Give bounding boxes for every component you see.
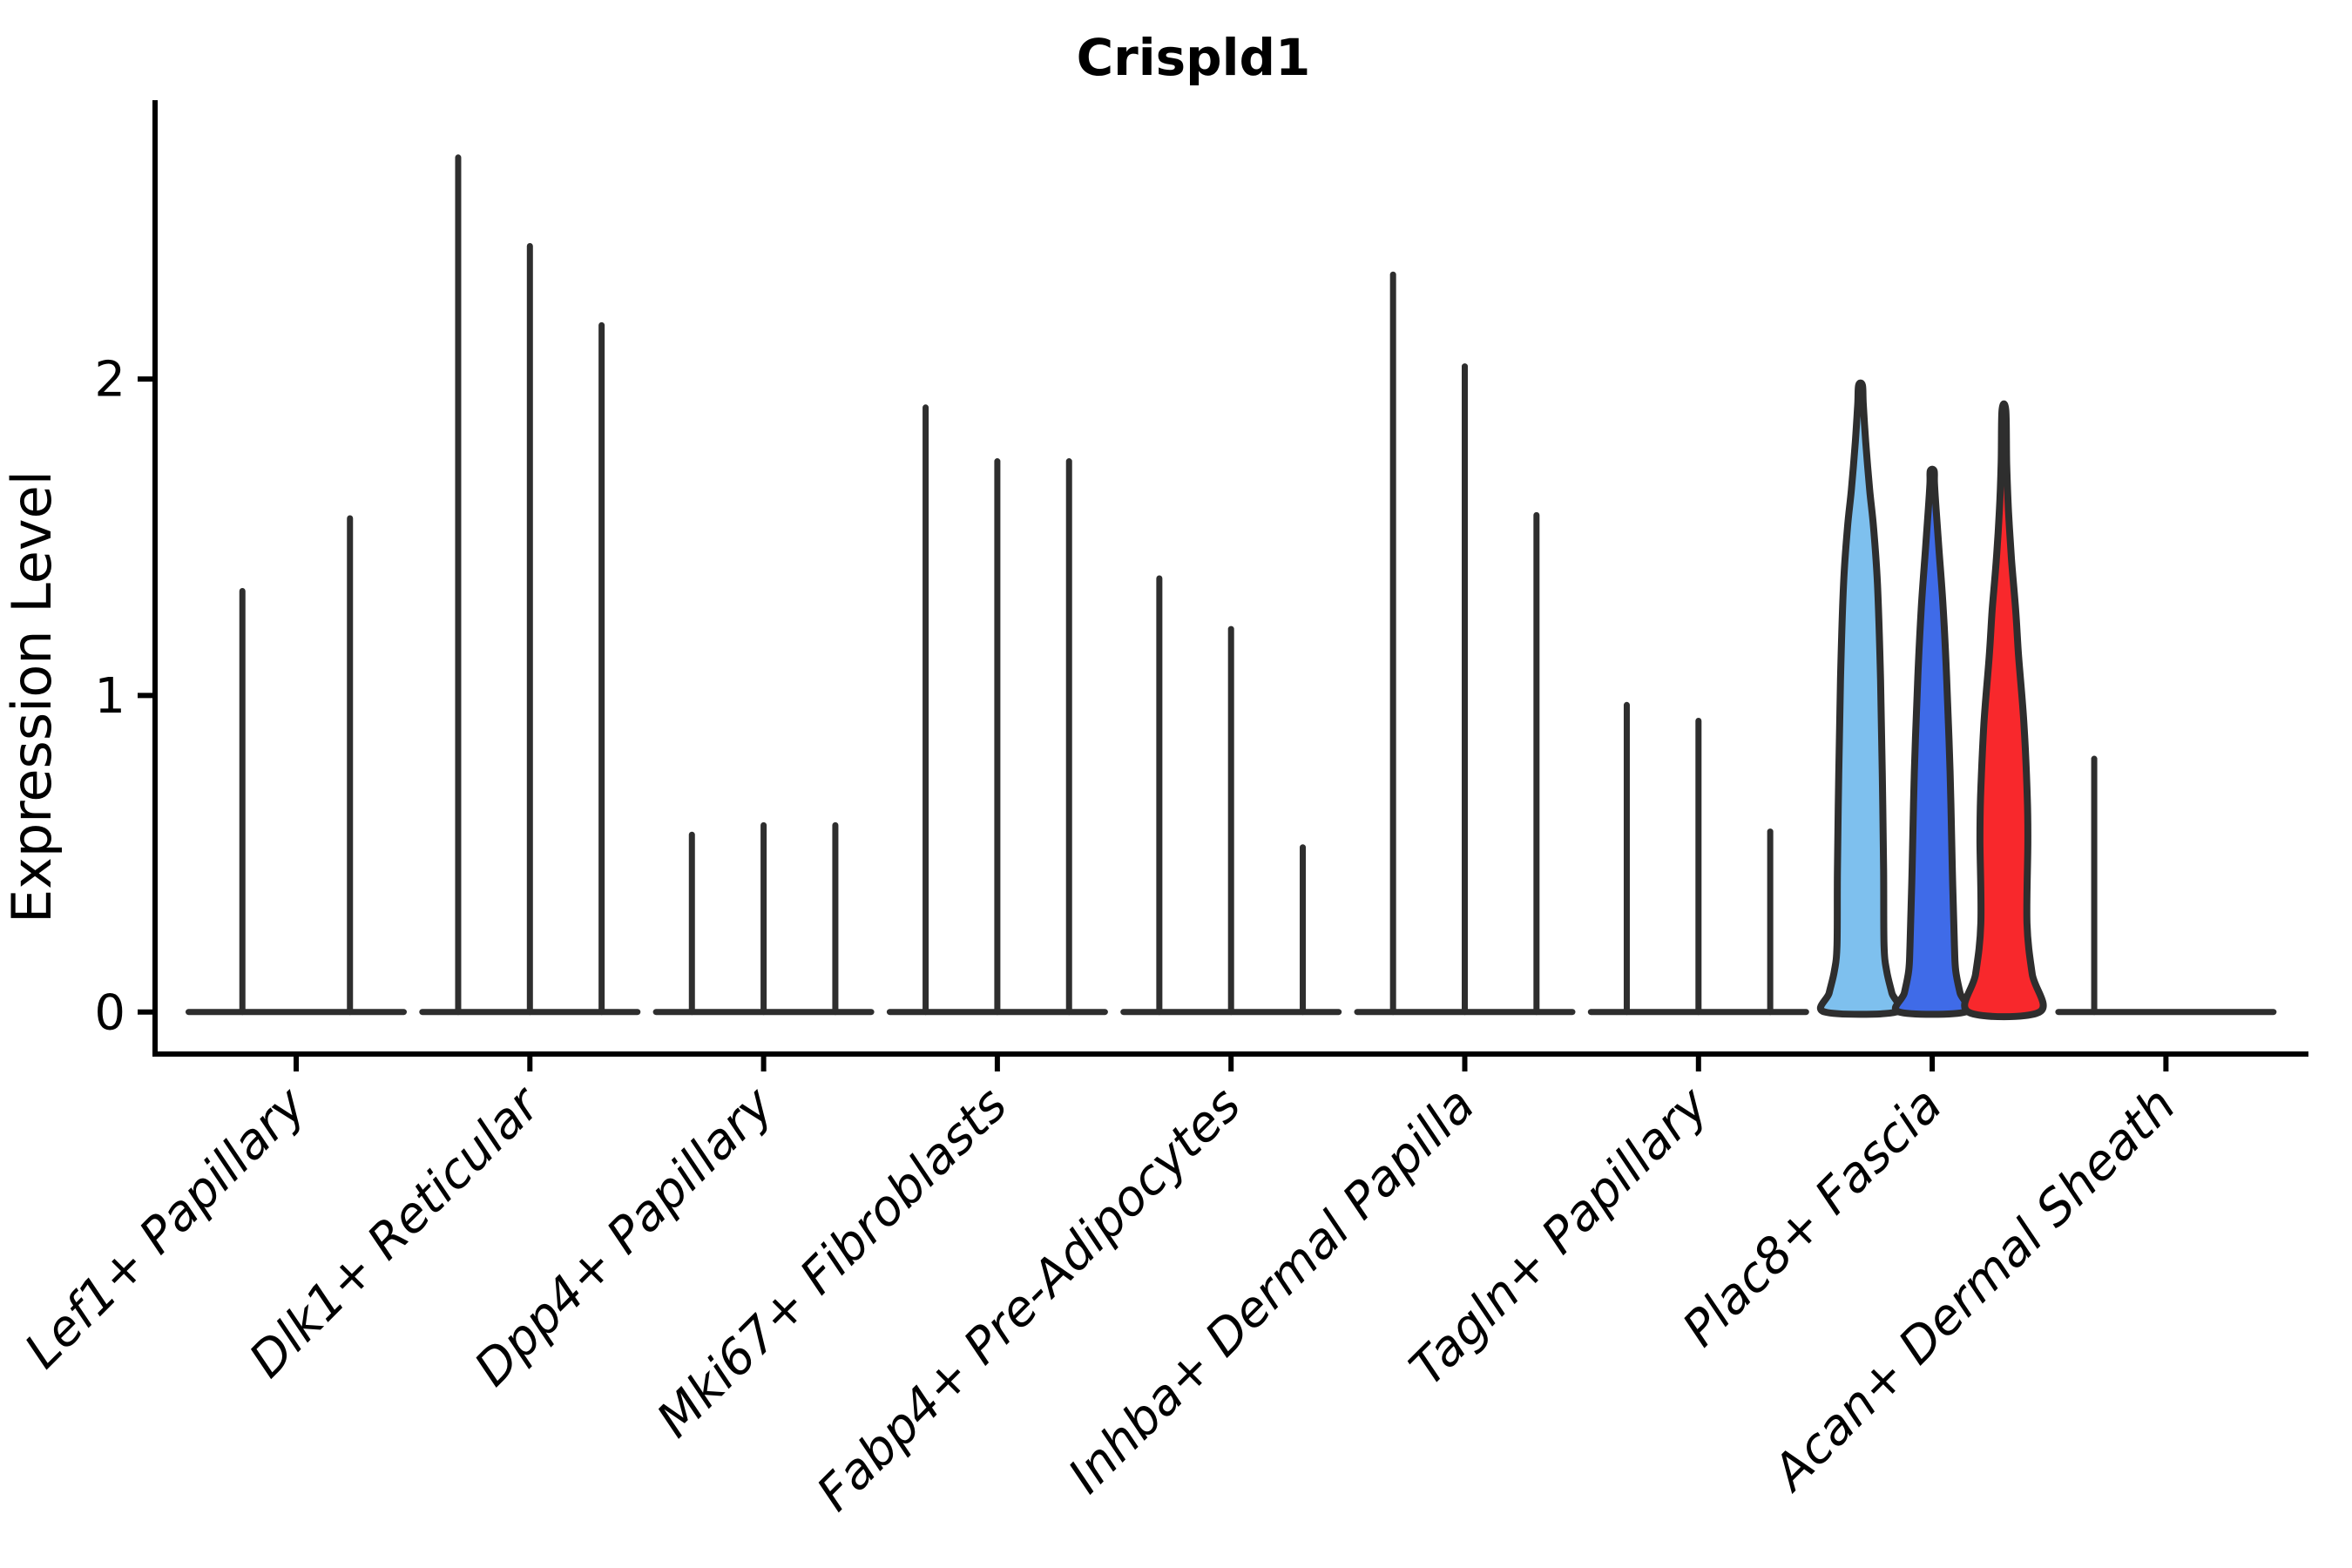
violin-body: [1961, 400, 2047, 1021]
violin-body: [1891, 465, 1973, 1018]
y-axis-label: Expression Level: [0, 470, 64, 923]
y-tick-label: 2: [94, 352, 125, 409]
x-tick-label: Fabp4+ Pre-Adipocytes: [807, 1077, 1252, 1522]
y-tick-label: 0: [94, 984, 125, 1041]
y-tick-label: 1: [94, 668, 125, 725]
violin-body: [1816, 379, 1904, 1018]
x-tick-label: Inhba+ Dermal Papilla: [1058, 1077, 1485, 1504]
x-tick-label: Acan+ Dermal Sheath: [1761, 1077, 2186, 1503]
chart-title: Crispld1: [1077, 28, 1311, 87]
